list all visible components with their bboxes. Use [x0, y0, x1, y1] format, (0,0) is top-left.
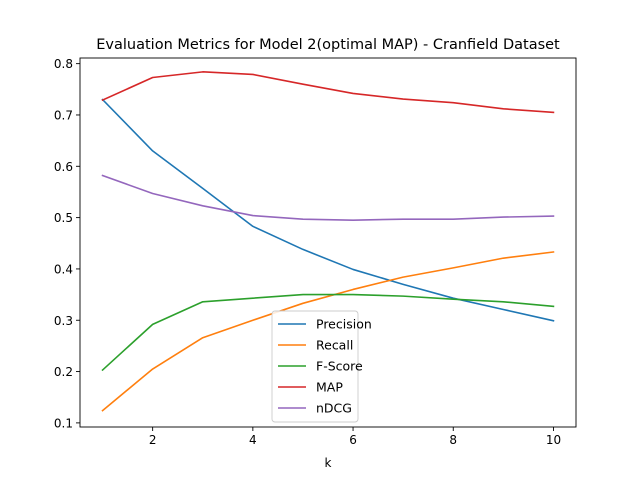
series-layer — [101, 71, 555, 412]
y-tick-label: 0.8 — [54, 57, 73, 71]
series-line-f-score — [101, 293, 555, 372]
y-tick-label: 0.4 — [54, 262, 73, 276]
legend-label-map: MAP — [316, 380, 343, 395]
series-line-recall — [101, 251, 555, 412]
x-tick-label: 2 — [149, 433, 157, 447]
series-line-precision — [101, 98, 555, 322]
x-tick-label: 6 — [349, 433, 357, 447]
y-tick-label: 0.5 — [54, 211, 73, 225]
series-line-map — [101, 71, 555, 114]
legend-label-ndcg: nDCG — [316, 401, 352, 416]
x-tick-label: 8 — [449, 433, 457, 447]
y-tick-label: 0.1 — [54, 416, 73, 430]
series-line-ndcg — [101, 174, 555, 221]
chart-title: Evaluation Metrics for Model 2(optimal M… — [96, 37, 560, 53]
x-axis-label: k — [325, 456, 332, 470]
legend: Precision Recall F-Score MAP nDCG — [271, 310, 372, 423]
legend-label-recall: Recall — [316, 338, 353, 353]
legend-box — [271, 310, 359, 423]
y-tick-label: 0.7 — [54, 108, 73, 122]
y-tick-label: 0.6 — [54, 160, 73, 174]
x-axis: 2 4 6 8 10 — [149, 427, 561, 447]
y-tick-label: 0.3 — [54, 314, 73, 328]
legend-label-f-score: F-Score — [316, 359, 363, 374]
plot-area-frame — [79, 57, 577, 428]
x-tick-label: 10 — [546, 433, 561, 447]
x-tick-label: 4 — [249, 433, 257, 447]
y-axis: 0.1 0.2 0.3 0.4 0.5 0.6 0.7 0.8 — [54, 57, 80, 430]
legend-label-precision: Precision — [316, 317, 372, 332]
y-tick-label: 0.2 — [54, 365, 73, 379]
